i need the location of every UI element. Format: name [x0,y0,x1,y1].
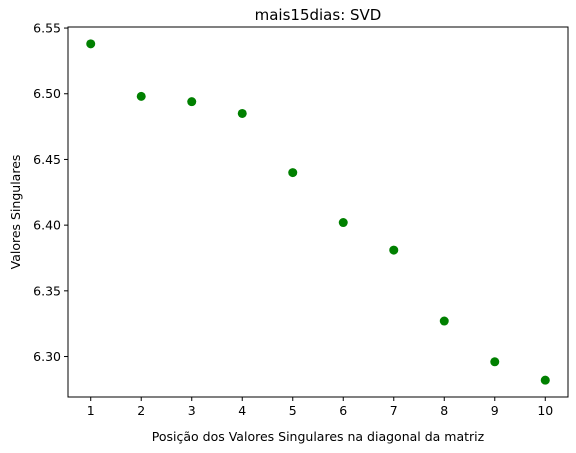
data-point [490,357,500,367]
y-axis: 6.30 6.35 6.40 6.45 6.50 6.55 [33,21,68,364]
x-tick-label: 7 [390,403,398,418]
data-points [86,39,550,385]
data-point [86,39,96,49]
data-point [187,97,197,107]
data-point [136,91,146,101]
data-point [439,316,449,326]
y-tick-label: 6.40 [33,218,61,233]
y-tick-label: 6.55 [33,21,61,36]
y-axis-label: Valores Singulares [8,155,23,270]
x-tick-label: 1 [87,403,95,418]
x-tick-label: 8 [440,403,448,418]
data-point [237,108,247,118]
data-point [338,218,348,228]
y-tick-label: 6.50 [33,86,61,101]
y-tick-label: 6.30 [33,349,61,364]
x-tick-label: 9 [491,403,499,418]
x-tick-label: 4 [238,403,246,418]
x-tick-label: 3 [188,403,196,418]
x-tick-label: 2 [137,403,145,418]
y-tick-label: 6.45 [33,152,61,167]
x-axis: 1 2 3 4 5 6 7 8 9 10 [87,397,553,418]
data-point [540,375,550,385]
x-axis-label: Posição dos Valores Singulares na diagon… [152,429,485,444]
x-tick-label: 6 [339,403,347,418]
data-point [389,245,399,255]
y-tick-label: 6.35 [33,283,61,298]
plot-area [67,26,569,398]
x-tick-label: 10 [537,403,553,418]
chart-title: mais15dias: SVD [255,6,382,24]
data-point [288,168,298,178]
x-tick-label: 5 [289,403,297,418]
